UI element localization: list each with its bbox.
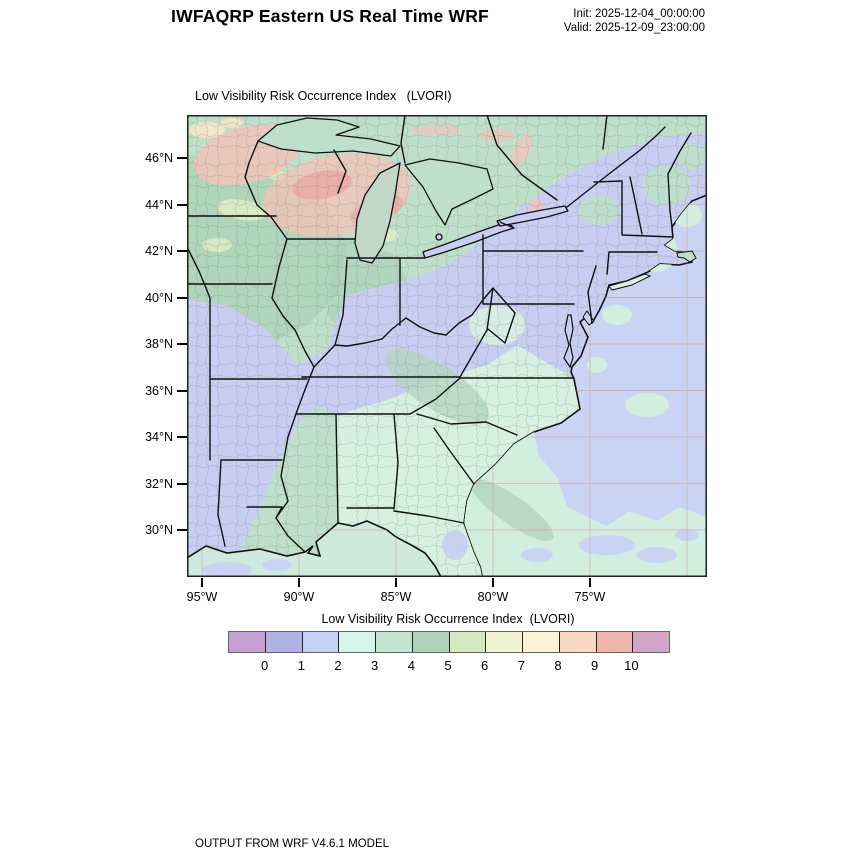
lat-tick-label: 38°N [145,337,173,351]
ocean-lav-blob-2 [637,547,677,563]
lake-superior [257,117,401,157]
cape-cod [676,250,697,263]
ocean-lav-blob-1 [579,535,635,555]
colorbar-cell-1 [264,632,302,652]
colorbar-cell-11 [632,632,669,652]
run-times: Init: 2025-12-04_00:00:00 Valid: 2025-12… [564,7,705,35]
lat-tick-mark [177,482,187,485]
colorbar-tick-label: 0 [261,658,269,673]
colorbar-tick-label: 8 [554,658,562,673]
gulf-lav-blob-2 [262,559,292,571]
colorbar-cell-5 [411,632,449,652]
lat-tick-mark [177,436,187,438]
colorbar-cell-2 [301,632,339,652]
lake-michigan [354,162,401,264]
colorbar-tick-label: 7 [517,658,525,673]
ocean-mint-south [464,432,707,577]
colorbar-tick-label: 10 [624,658,639,673]
lat-tick-mark [177,203,187,206]
footer-line1: OUTPUT FROM WRF V4.6.1 MODEL [195,838,390,850]
map-layers [187,115,707,577]
map-canvas [187,115,707,577]
lat-tick-mark [177,529,187,531]
gulf-stream-band-1 [470,479,554,541]
colorbar-cell-3 [338,632,375,652]
lon-tick-label: 75°W [574,590,606,604]
colorbar-cell-9 [558,632,596,652]
lon-tick-mark [395,578,397,587]
colorbar-tick-label: 3 [371,658,379,673]
region-fl-lavender [442,530,468,560]
lon-tick-mark [298,578,300,587]
ocean-mint-blob-5 [587,357,607,373]
init-time: Init: 2025-12-04_00:00:00 [573,8,705,20]
ocean-mint-blob-4 [625,393,669,417]
colorbar-tick-label: 5 [444,658,452,673]
lat-tick-mark [177,343,187,345]
lat-tick-label: 44°N [145,197,173,212]
lat-tick-mark [177,250,187,252]
lake-erie [422,221,515,259]
page-title: IWFAQRP Eastern US Real Time WRF [171,6,489,26]
footer-notes: OUTPUT FROM WRF V4.6.1 MODEL WE = 310 ; … [195,808,647,850]
lon-tick-mark [492,578,494,587]
colorbar-title: Low Visibility Risk Occurrence Index (LV… [321,612,575,626]
map-frame [187,115,707,577]
ocean-lav-blob-5 [674,485,707,505]
lat-tick-label: 46°N [145,151,173,165]
ocean-mint-blob-3 [602,305,632,325]
ocean-lav-blob-3 [521,548,553,562]
great-lakes [257,117,569,264]
lat-tick-mark [177,296,187,299]
lon-tick-label: 80°W [477,590,509,604]
lon-tick-mark [201,578,203,587]
lat-tick-label: 42°N [145,244,173,258]
valid-time: Valid: 2025-12-09_23:00:00 [563,22,705,34]
lon-tick-label: 85°W [380,590,412,604]
colorbar-tick-label: 9 [591,658,599,673]
colorbar-cell-6 [448,632,486,652]
colorbar [228,631,670,653]
lat-tick-label: 30°N [145,523,173,537]
state-borders [187,115,692,553]
lat-tick-mark [177,389,187,392]
colorbar-tick-label: 1 [297,658,305,673]
lat-tick-mark [177,157,187,159]
map-subtitle: Low Visibility Risk Occurrence Index (LV… [195,89,452,103]
colorbar-cell-7 [485,632,522,652]
colorbar-tick-label: 4 [407,658,415,673]
ocean-lav-blob-6 [559,455,585,475]
lat-tick-label: 40°N [145,290,173,305]
chesapeake-bay [563,314,574,369]
colorbar-tick-label: 2 [334,658,342,673]
lake-huron [404,158,494,226]
lon-tick-mark [589,578,591,587]
colorbar-labels: 0 1 2 3 4 5 6 7 8 9 10 [228,658,668,674]
gulf-lav-blob-1 [202,562,252,577]
lat-tick-label: 32°N [145,476,173,491]
colorbar-cell-10 [595,632,633,652]
colorbar-tick-label: 6 [481,658,489,673]
lake-st-clair [435,233,443,241]
long-island [608,273,652,291]
colorbar-cell-8 [522,632,559,652]
colorbar-cell-0 [229,632,265,652]
map-plot [187,115,707,577]
lon-tick-label: 90°W [283,590,315,604]
colorbar-cell-4 [375,632,412,652]
lat-tick-label: 34°N [145,430,173,444]
lat-tick-label: 36°N [145,383,173,398]
lon-tick-label: 95°W [186,590,218,604]
